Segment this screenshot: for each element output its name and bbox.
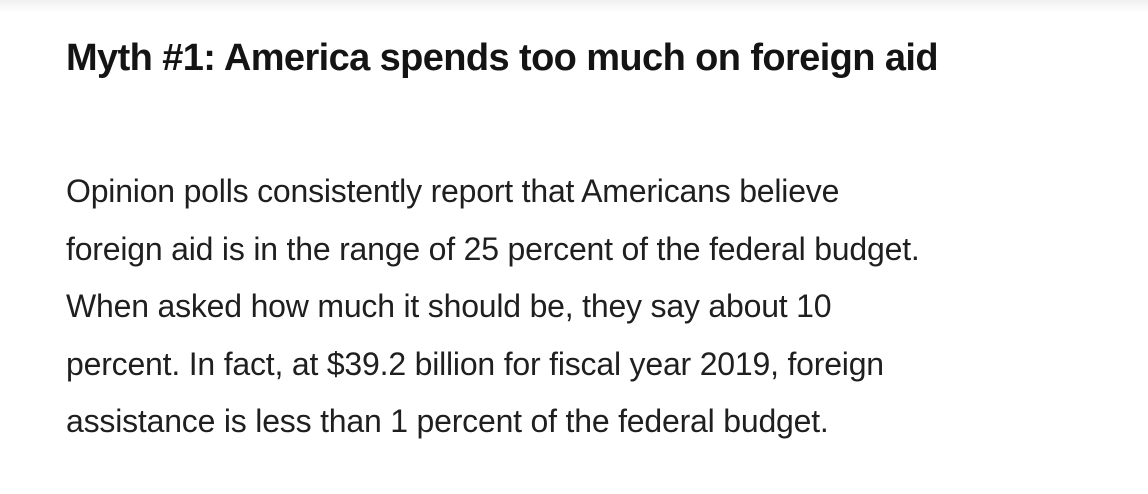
- paragraph-line: When asked how much it should be, they s…: [66, 288, 832, 324]
- section-heading: Myth #1: America spends too much on fore…: [66, 37, 939, 79]
- article-section: Myth #1: America spends too much on fore…: [66, 30, 1136, 439]
- paragraph-line: foreign aid is in the range of 25 percen…: [66, 230, 920, 267]
- top-shadow: [0, 0, 1148, 14]
- paragraph-line: Opinion polls consistently report that A…: [66, 173, 840, 209]
- body-paragraph: Opinion polls consistently report that A…: [66, 163, 1136, 451]
- paragraph-line: assistance is less than 1 percent of the…: [66, 403, 829, 439]
- paragraph-line: percent. In fact, at $39.2 billion for f…: [66, 345, 884, 382]
